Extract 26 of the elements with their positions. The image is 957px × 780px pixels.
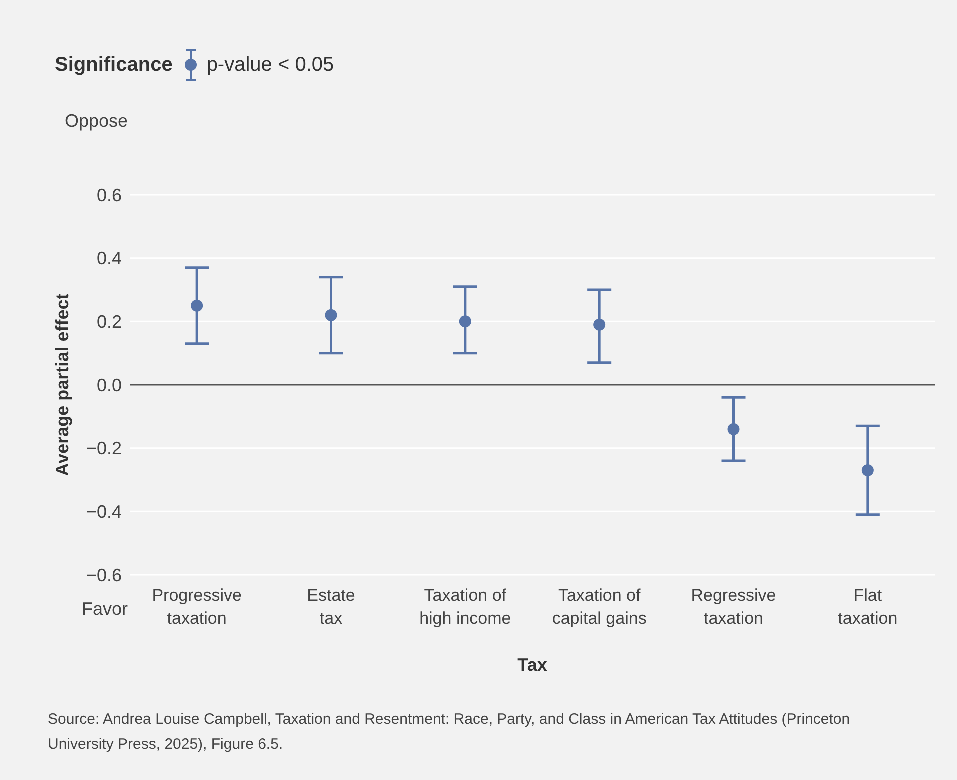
y-tick-label: 0.6 (96, 185, 122, 206)
y-tick-label: −0.4 (86, 502, 122, 522)
y-tick-label: 0.0 (96, 375, 122, 396)
text: Favor (82, 599, 128, 620)
point (728, 423, 740, 436)
legend-label: p-value < 0.05 (206, 52, 334, 78)
y-axis-title: Average partial effect (52, 294, 72, 476)
x-tick-label: Taxation of capital gains (552, 586, 647, 628)
text: Oppose (64, 111, 128, 132)
y-tick-label: −0.2 (86, 438, 122, 459)
y-tick-label: 0.4 (96, 248, 122, 269)
point (459, 316, 472, 328)
legend-title: Significance (55, 54, 173, 76)
x-tick-label: Taxation of high income (420, 586, 512, 628)
x-tick-label: Flat taxation (838, 586, 898, 628)
x-tick-label: Regressive taxation (691, 586, 776, 628)
x-tick-label: Estate tax (307, 586, 356, 628)
x-axis-title: Tax (518, 655, 548, 675)
point (594, 318, 606, 331)
source-note: Source: Andrea Louise Campbell, Taxation and Resentment: Race, Party, and Class in American Tax Attitudes (Princeton University Press, 2025), Figure 6.5. (48, 710, 852, 755)
point (325, 309, 338, 322)
x-tick-label: Progressive taxation (152, 586, 242, 628)
y-tick-label: −0.6 (86, 565, 122, 586)
point (862, 464, 874, 476)
y-tick-label: 0.2 (96, 312, 122, 332)
point (191, 300, 204, 312)
